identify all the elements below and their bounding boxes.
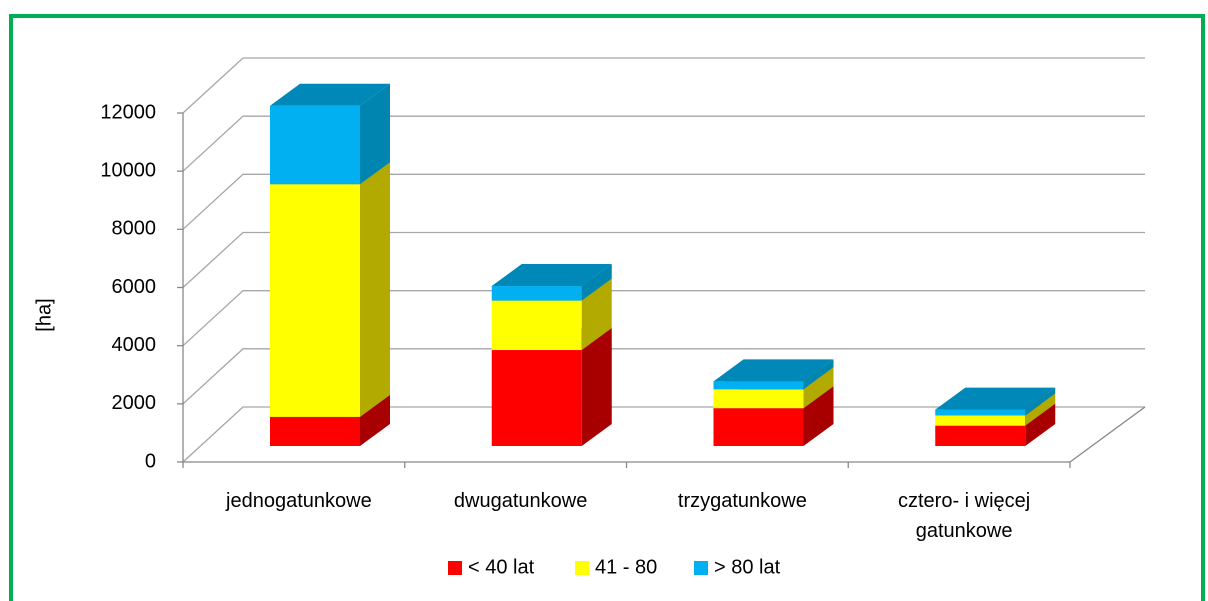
bar-side	[1025, 393, 1056, 426]
bar-side	[360, 162, 390, 417]
bar-front	[713, 408, 804, 446]
bar-side	[1025, 403, 1056, 446]
bar-side	[803, 359, 834, 390]
bar-front	[270, 416, 360, 446]
bar-front	[491, 350, 582, 446]
bar-side	[581, 278, 612, 351]
y-tick-label: 8000	[112, 218, 157, 240]
bar-side	[581, 328, 612, 446]
grid-line	[182, 348, 1145, 405]
y-tick-label: 0	[145, 450, 156, 472]
bar-front	[270, 184, 360, 417]
grid-line	[182, 57, 1145, 114]
bar-top	[491, 264, 612, 287]
y-tick-label: 6000	[112, 276, 157, 298]
legend-swatch	[575, 561, 589, 575]
bar-side	[803, 386, 834, 446]
y-tick-label: 12000	[100, 101, 156, 123]
bar-top	[935, 387, 1056, 410]
legend-label: > 80 lat	[714, 556, 781, 578]
legend-swatch	[448, 561, 462, 575]
x-tick-label: trzygatunkowe	[677, 490, 807, 512]
bar-front	[713, 389, 804, 409]
bar-side	[803, 367, 834, 409]
grid-line	[182, 406, 1145, 463]
grid-line	[182, 173, 1145, 230]
border	[9, 14, 1205, 601]
bar-front	[935, 425, 1026, 446]
bar-front	[491, 286, 582, 301]
grid-line	[182, 290, 1145, 347]
legend-swatch	[694, 561, 708, 575]
bar-side	[360, 83, 390, 185]
bar-side	[1025, 387, 1056, 416]
grid-line	[182, 115, 1145, 172]
y-axis-label: [ha]	[33, 298, 55, 331]
legend-label: < 40 lat	[468, 556, 535, 578]
grid-line	[182, 231, 1145, 288]
y-tick-label: 10000	[100, 159, 156, 181]
bar-top	[270, 83, 390, 106]
bar-front	[713, 381, 804, 390]
bar-side	[581, 264, 612, 301]
y-tick-label: 2000	[112, 392, 157, 414]
bar-front	[935, 415, 1026, 426]
y-tick-label: 4000	[112, 334, 157, 356]
bar-front	[491, 300, 582, 351]
x-tick-label: jednogatunkowe	[226, 490, 372, 512]
bar-front	[270, 105, 360, 185]
x-tick-label: cztero- i więcej gatunkowe	[897, 490, 1031, 542]
bar-top	[713, 359, 834, 382]
legend-label: 41 - 80	[595, 556, 657, 578]
bar-side	[360, 394, 390, 446]
bar-front	[935, 409, 1026, 416]
x-tick-label: dwugatunkowe	[453, 490, 588, 512]
